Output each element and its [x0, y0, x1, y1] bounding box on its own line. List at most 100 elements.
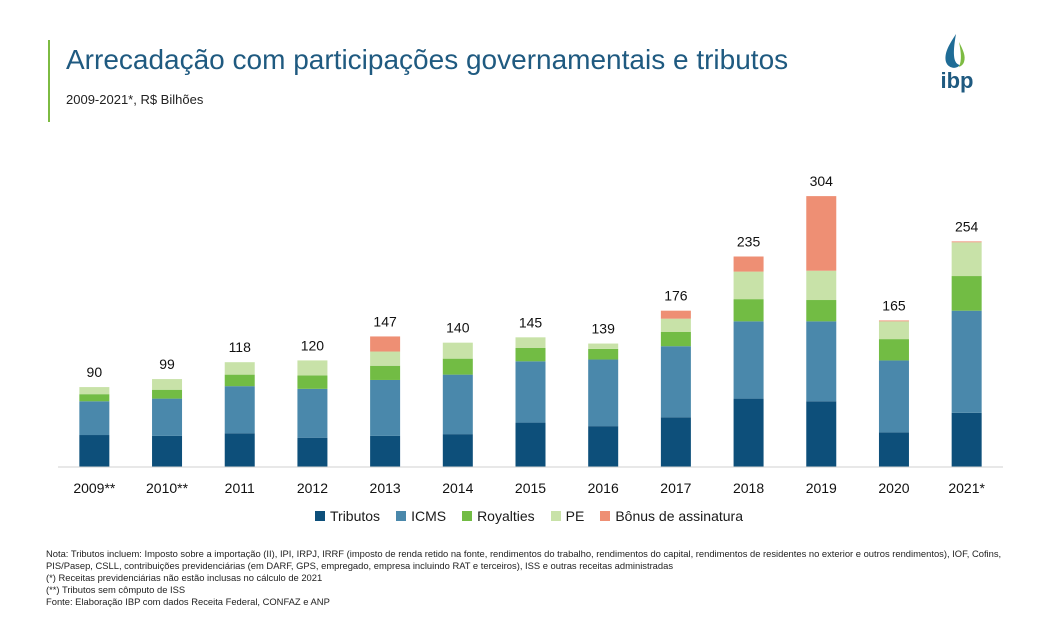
bar-total-label-5: 140 — [446, 320, 470, 336]
legend-item-pe: PE — [550, 508, 585, 524]
footnote-2021: (*) Receitas previdenciárias não estão i… — [46, 572, 323, 583]
bar-segment-icms-9 — [733, 321, 764, 399]
bar-segment-royalties-6 — [515, 347, 546, 362]
title-accent-bar — [48, 40, 50, 122]
bar-total-label-11: 165 — [882, 297, 906, 313]
bar-segment-tributos-9 — [733, 398, 764, 467]
stacked-bar-chart: 90 2009** 99 2010** 118 2011 120 2012 147 2013 140… — [58, 173, 1003, 496]
page-subtitle: 2009-2021*, R$ Bilhões — [66, 92, 204, 107]
legend-swatch — [600, 511, 611, 521]
bar-segment-icms-12 — [951, 310, 982, 413]
bar-segment-icms-6 — [515, 361, 546, 423]
bar-segment-tributos-0 — [79, 435, 110, 467]
bar-total-label-12: 254 — [955, 218, 979, 234]
bar-total-label-10: 304 — [810, 173, 834, 189]
footnote-note: Nota: Tributos incluem: Imposto sobre a … — [46, 548, 1002, 571]
bar-segment-pe-0 — [79, 387, 110, 395]
legend-swatch — [462, 511, 473, 521]
bar-segment-royalties-12 — [951, 276, 982, 311]
bar-segment-b-nus-de-assinatura-11 — [878, 320, 909, 322]
bar-total-label-3: 120 — [301, 337, 325, 353]
bar-segment-royalties-10 — [806, 300, 837, 322]
legend-swatch — [550, 511, 561, 521]
bar-segment-b-nus-de-assinatura-4 — [370, 336, 401, 352]
bar-segment-tributos-1 — [152, 435, 183, 467]
x-tick-label-11: 2020 — [878, 480, 909, 496]
legend-label: ICMS — [411, 508, 447, 524]
bar-segment-b-nus-de-assinatura-12 — [951, 241, 982, 243]
bar-segment-royalties-9 — [733, 299, 764, 322]
bar-segment-icms-2 — [224, 386, 255, 434]
bar-segment-royalties-11 — [878, 339, 909, 361]
bar-segment-tributos-11 — [878, 432, 909, 467]
legend-item-icms: ICMS — [396, 508, 446, 524]
bar-segment-tributos-3 — [297, 437, 328, 467]
bar-segment-pe-2 — [224, 362, 255, 375]
legend-label: PE — [565, 508, 585, 524]
bar-segment-royalties-5 — [442, 358, 473, 375]
bar-segment-icms-0 — [79, 401, 110, 436]
logo-text: ibp — [941, 68, 974, 93]
bar-segment-tributos-7 — [588, 426, 619, 467]
bar-segment-pe-4 — [370, 351, 401, 366]
bar-segment-pe-7 — [588, 343, 619, 349]
x-tick-label-4: 2013 — [370, 480, 401, 496]
page-title: Arrecadação com participações governamen… — [66, 44, 789, 75]
bar-segment-pe-11 — [878, 321, 909, 340]
x-tick-label-2: 2011 — [225, 480, 255, 496]
bar-segment-royalties-3 — [297, 375, 328, 389]
x-tick-label-9: 2018 — [733, 480, 764, 496]
x-tick-label-3: 2012 — [297, 480, 328, 496]
bar-segment-icms-3 — [297, 388, 328, 438]
bar-segment-pe-12 — [951, 242, 982, 277]
bar-segment-icms-11 — [878, 360, 909, 433]
legend-label: Royalties — [477, 508, 535, 524]
footnote-source: Fonte: Elaboração IBP com dados Receita … — [46, 596, 330, 607]
footnote-iss: (**) Tributos sem cômputo de ISS — [46, 584, 186, 595]
x-tick-label-1: 2010** — [146, 480, 189, 496]
chart-legend: Tributos ICMS Royalties PE Bônus de assinatu… — [0, 508, 1058, 524]
bar-segment-b-nus-de-assinatura-9 — [733, 256, 764, 272]
ibp-logo: ibp — [941, 34, 974, 93]
bar-segment-tributos-12 — [951, 412, 982, 467]
bar-segment-royalties-4 — [370, 365, 401, 380]
bar-total-label-6: 145 — [519, 314, 543, 330]
bar-segment-pe-10 — [806, 270, 837, 301]
bar-total-label-1: 99 — [159, 356, 175, 372]
bar-segment-tributos-8 — [660, 417, 691, 467]
bar-segment-pe-8 — [660, 318, 691, 332]
bar-segment-icms-1 — [152, 398, 183, 436]
bar-total-label-8: 176 — [664, 288, 688, 304]
bar-segment-icms-8 — [660, 346, 691, 418]
legend-item-royalties: Royalties — [462, 508, 535, 524]
bar-total-label-7: 139 — [592, 321, 616, 337]
bar-segment-pe-3 — [297, 360, 328, 376]
bar-segment-tributos-10 — [806, 401, 837, 467]
x-tick-label-7: 2016 — [588, 480, 619, 496]
bar-segment-tributos-6 — [515, 422, 546, 467]
x-tick-label-5: 2014 — [442, 480, 473, 496]
legend-label: Tributos — [330, 508, 381, 524]
bar-segment-tributos-5 — [442, 434, 473, 467]
bar-segment-tributos-2 — [224, 433, 255, 467]
bar-segment-b-nus-de-assinatura-8 — [660, 310, 691, 319]
bar-segment-icms-10 — [806, 321, 837, 402]
bar-segment-tributos-4 — [370, 435, 401, 467]
bar-segment-icms-5 — [442, 374, 473, 435]
bar-segment-royalties-2 — [224, 374, 255, 387]
bar-total-label-9: 235 — [737, 234, 761, 250]
x-tick-label-10: 2019 — [806, 480, 837, 496]
bar-segment-icms-7 — [588, 359, 619, 427]
legend-label: Bônus de assinatura — [615, 508, 743, 524]
bar-segment-royalties-0 — [79, 394, 110, 402]
bar-segment-royalties-7 — [588, 348, 619, 360]
bar-segment-royalties-1 — [152, 389, 183, 399]
legend-swatch — [315, 511, 325, 521]
x-tick-label-6: 2015 — [515, 480, 546, 496]
legend-item-b-nus-de-assinatura: Bônus de assinatura — [600, 508, 743, 524]
legend-item-tributos: Tributos — [315, 508, 380, 524]
bar-segment-pe-5 — [442, 342, 473, 359]
bar-segment-icms-4 — [370, 379, 401, 436]
bar-segment-royalties-8 — [660, 332, 691, 347]
footnotes: Nota: Tributos incluem: Imposto sobre a … — [46, 548, 1046, 608]
